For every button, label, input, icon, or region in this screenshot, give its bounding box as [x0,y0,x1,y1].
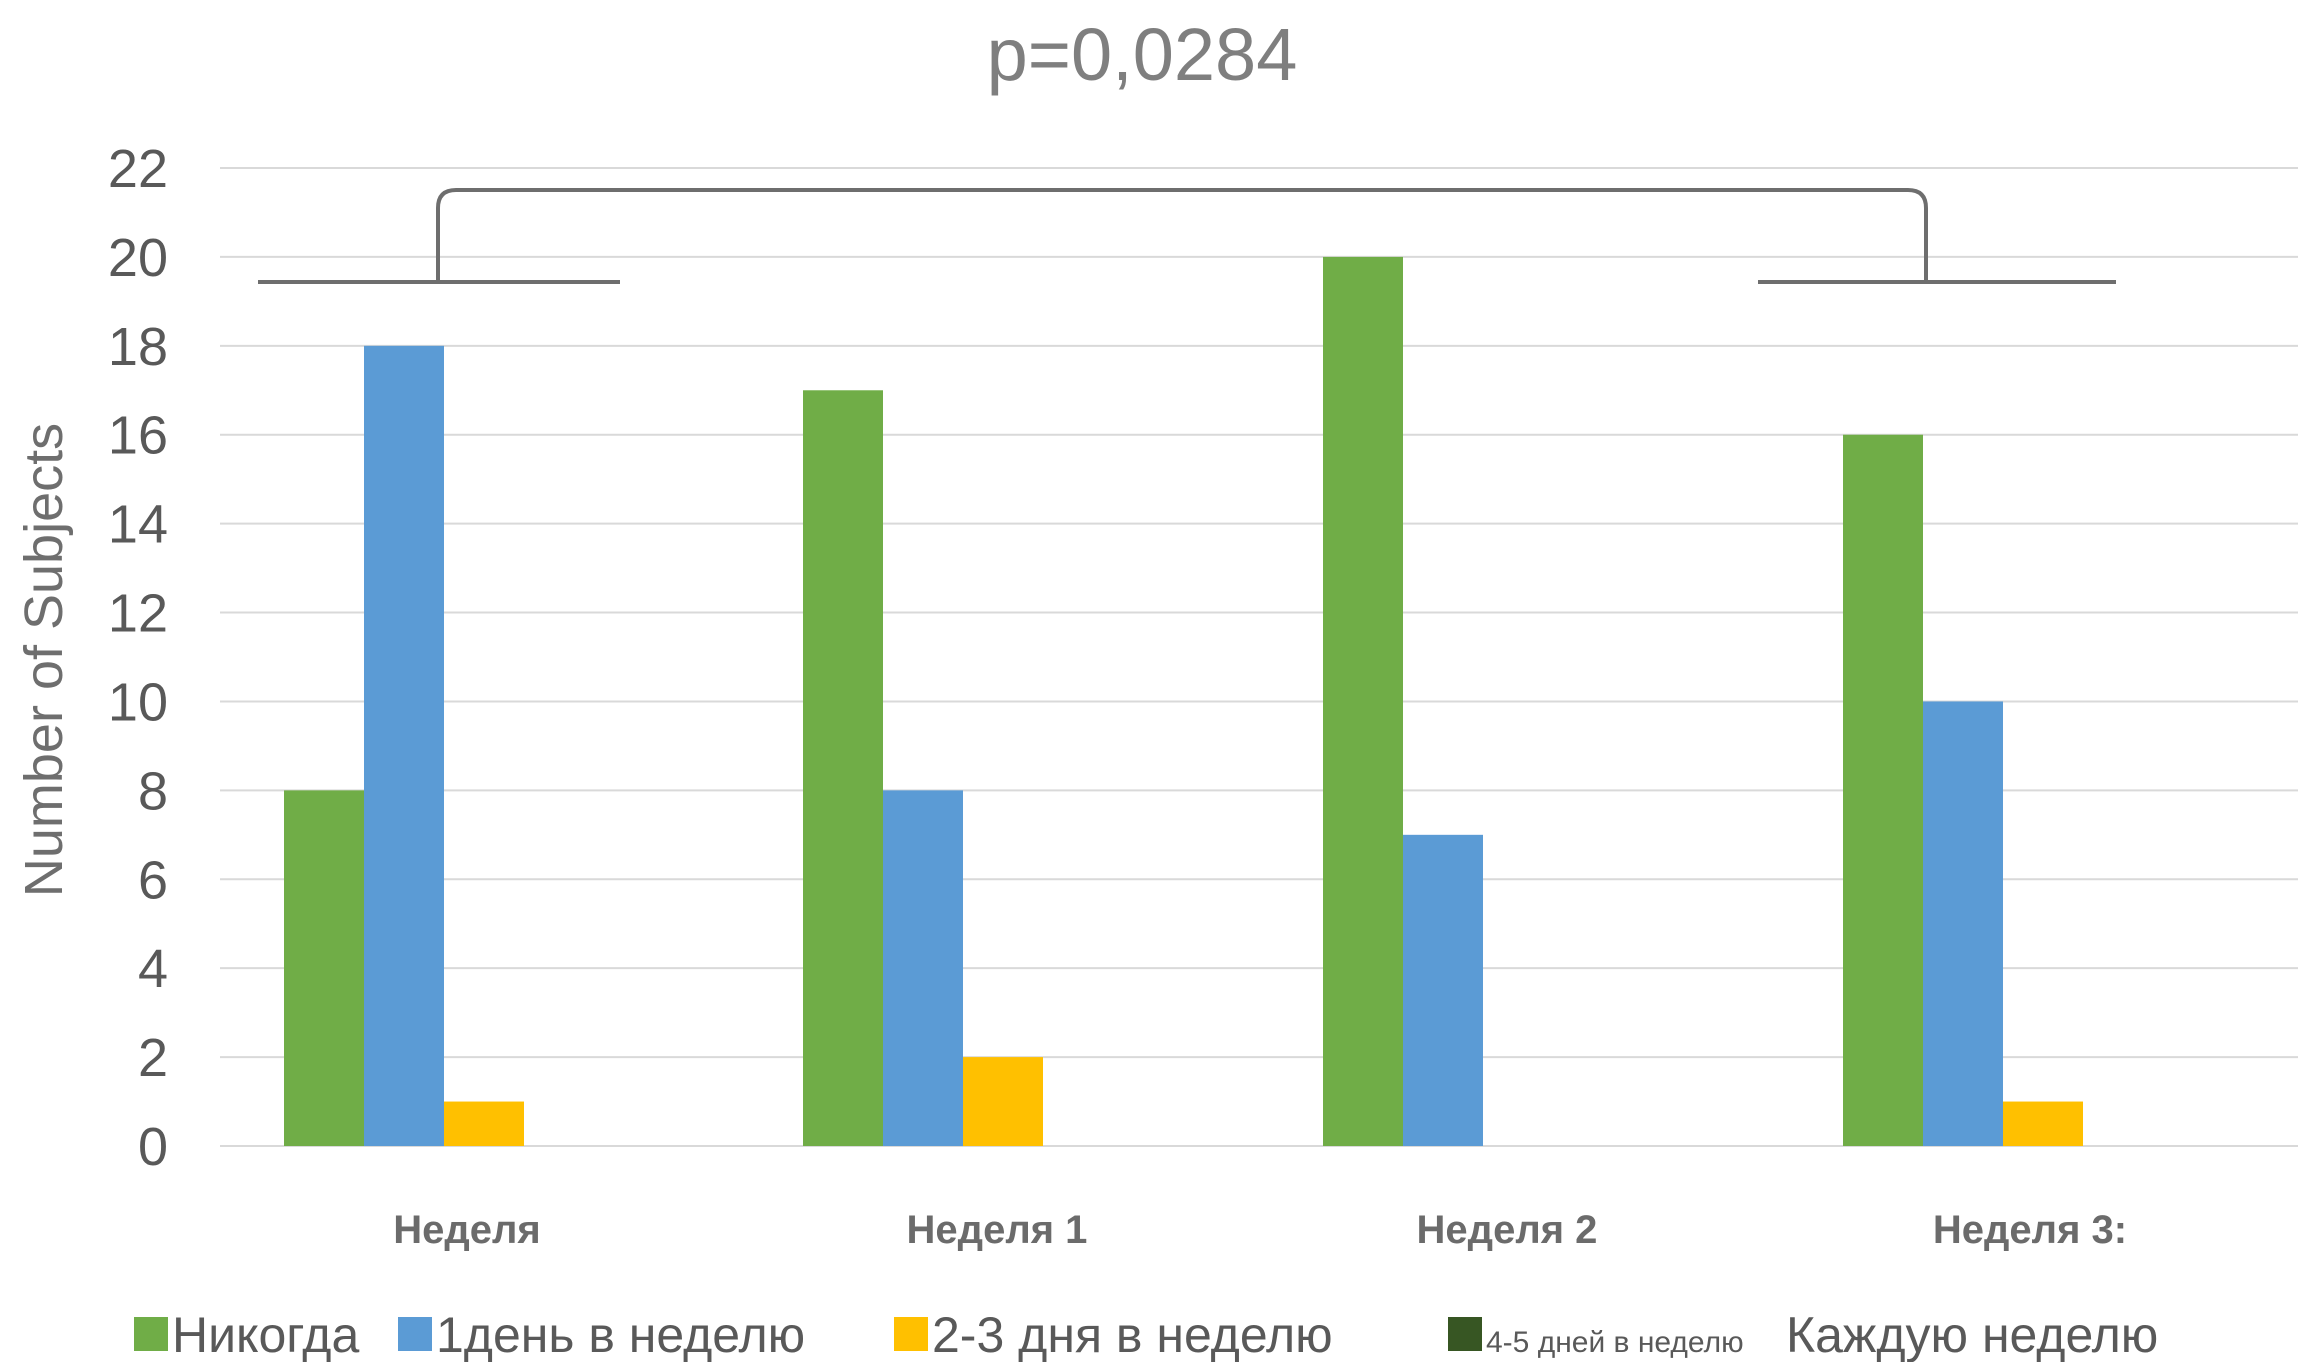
bar [803,390,883,1147]
legend-swatch [894,1317,928,1351]
x-tick-labels: Неделя Неделя 1 Неделя 2 Неделя 3: [393,1208,2127,1252]
bar [1323,256,1403,1147]
bar [444,1101,524,1146]
y-tick-label: 2 [138,1028,168,1088]
bar [1403,834,1483,1146]
legend-label: 1день в неделю [436,1307,805,1362]
chart-title: p=0,0284 [987,13,1298,96]
y-tick-label: 18 [108,317,168,377]
y-tick-label: 4 [138,939,168,999]
significance-bracket [258,188,2116,284]
legend-swatch [1448,1317,1482,1351]
y-tick-label: 16 [108,406,168,466]
x-tick-label: Неделя 1 [907,1208,1088,1252]
y-tick-label: 6 [138,850,168,910]
y-axis-label: Number of Subjects [14,423,74,897]
y-tick-label: 8 [138,761,168,821]
bar [364,345,444,1146]
y-tick-label: 14 [108,495,168,555]
x-tick-label: Неделя 2 [1417,1208,1598,1252]
bars [284,256,2083,1147]
legend-label: Каждую неделю [1786,1307,2158,1362]
y-tick-label: 10 [108,672,168,732]
x-tick-label: Неделя [393,1208,541,1252]
x-tick-label: Неделя 3: [1933,1208,2127,1252]
bar [2003,1101,2083,1146]
bar [1843,434,1923,1146]
gridlines [220,167,2298,1147]
legend-label: Никогда [172,1307,359,1362]
y-tick-labels: 0 2 4 6 8 10 12 14 16 18 20 22 [108,139,168,1177]
y-tick-label: 0 [138,1117,168,1177]
legend-label: 4-5 дней в неделю [1486,1326,1744,1359]
bar [883,790,963,1146]
legend: Никогда 1день в неделю 2-3 дня в неделю 4-5… [134,1307,2158,1362]
bar [284,790,364,1146]
bar [1923,701,2003,1146]
bracket-arc [436,188,1928,282]
y-tick-label: 20 [108,228,168,288]
legend-swatch [398,1317,432,1351]
bar [963,1057,1043,1146]
legend-label: 2-3 дня в неделю [932,1307,1333,1362]
y-tick-label: 12 [108,584,168,644]
legend-swatch [134,1317,168,1351]
y-tick-label: 22 [108,139,168,199]
